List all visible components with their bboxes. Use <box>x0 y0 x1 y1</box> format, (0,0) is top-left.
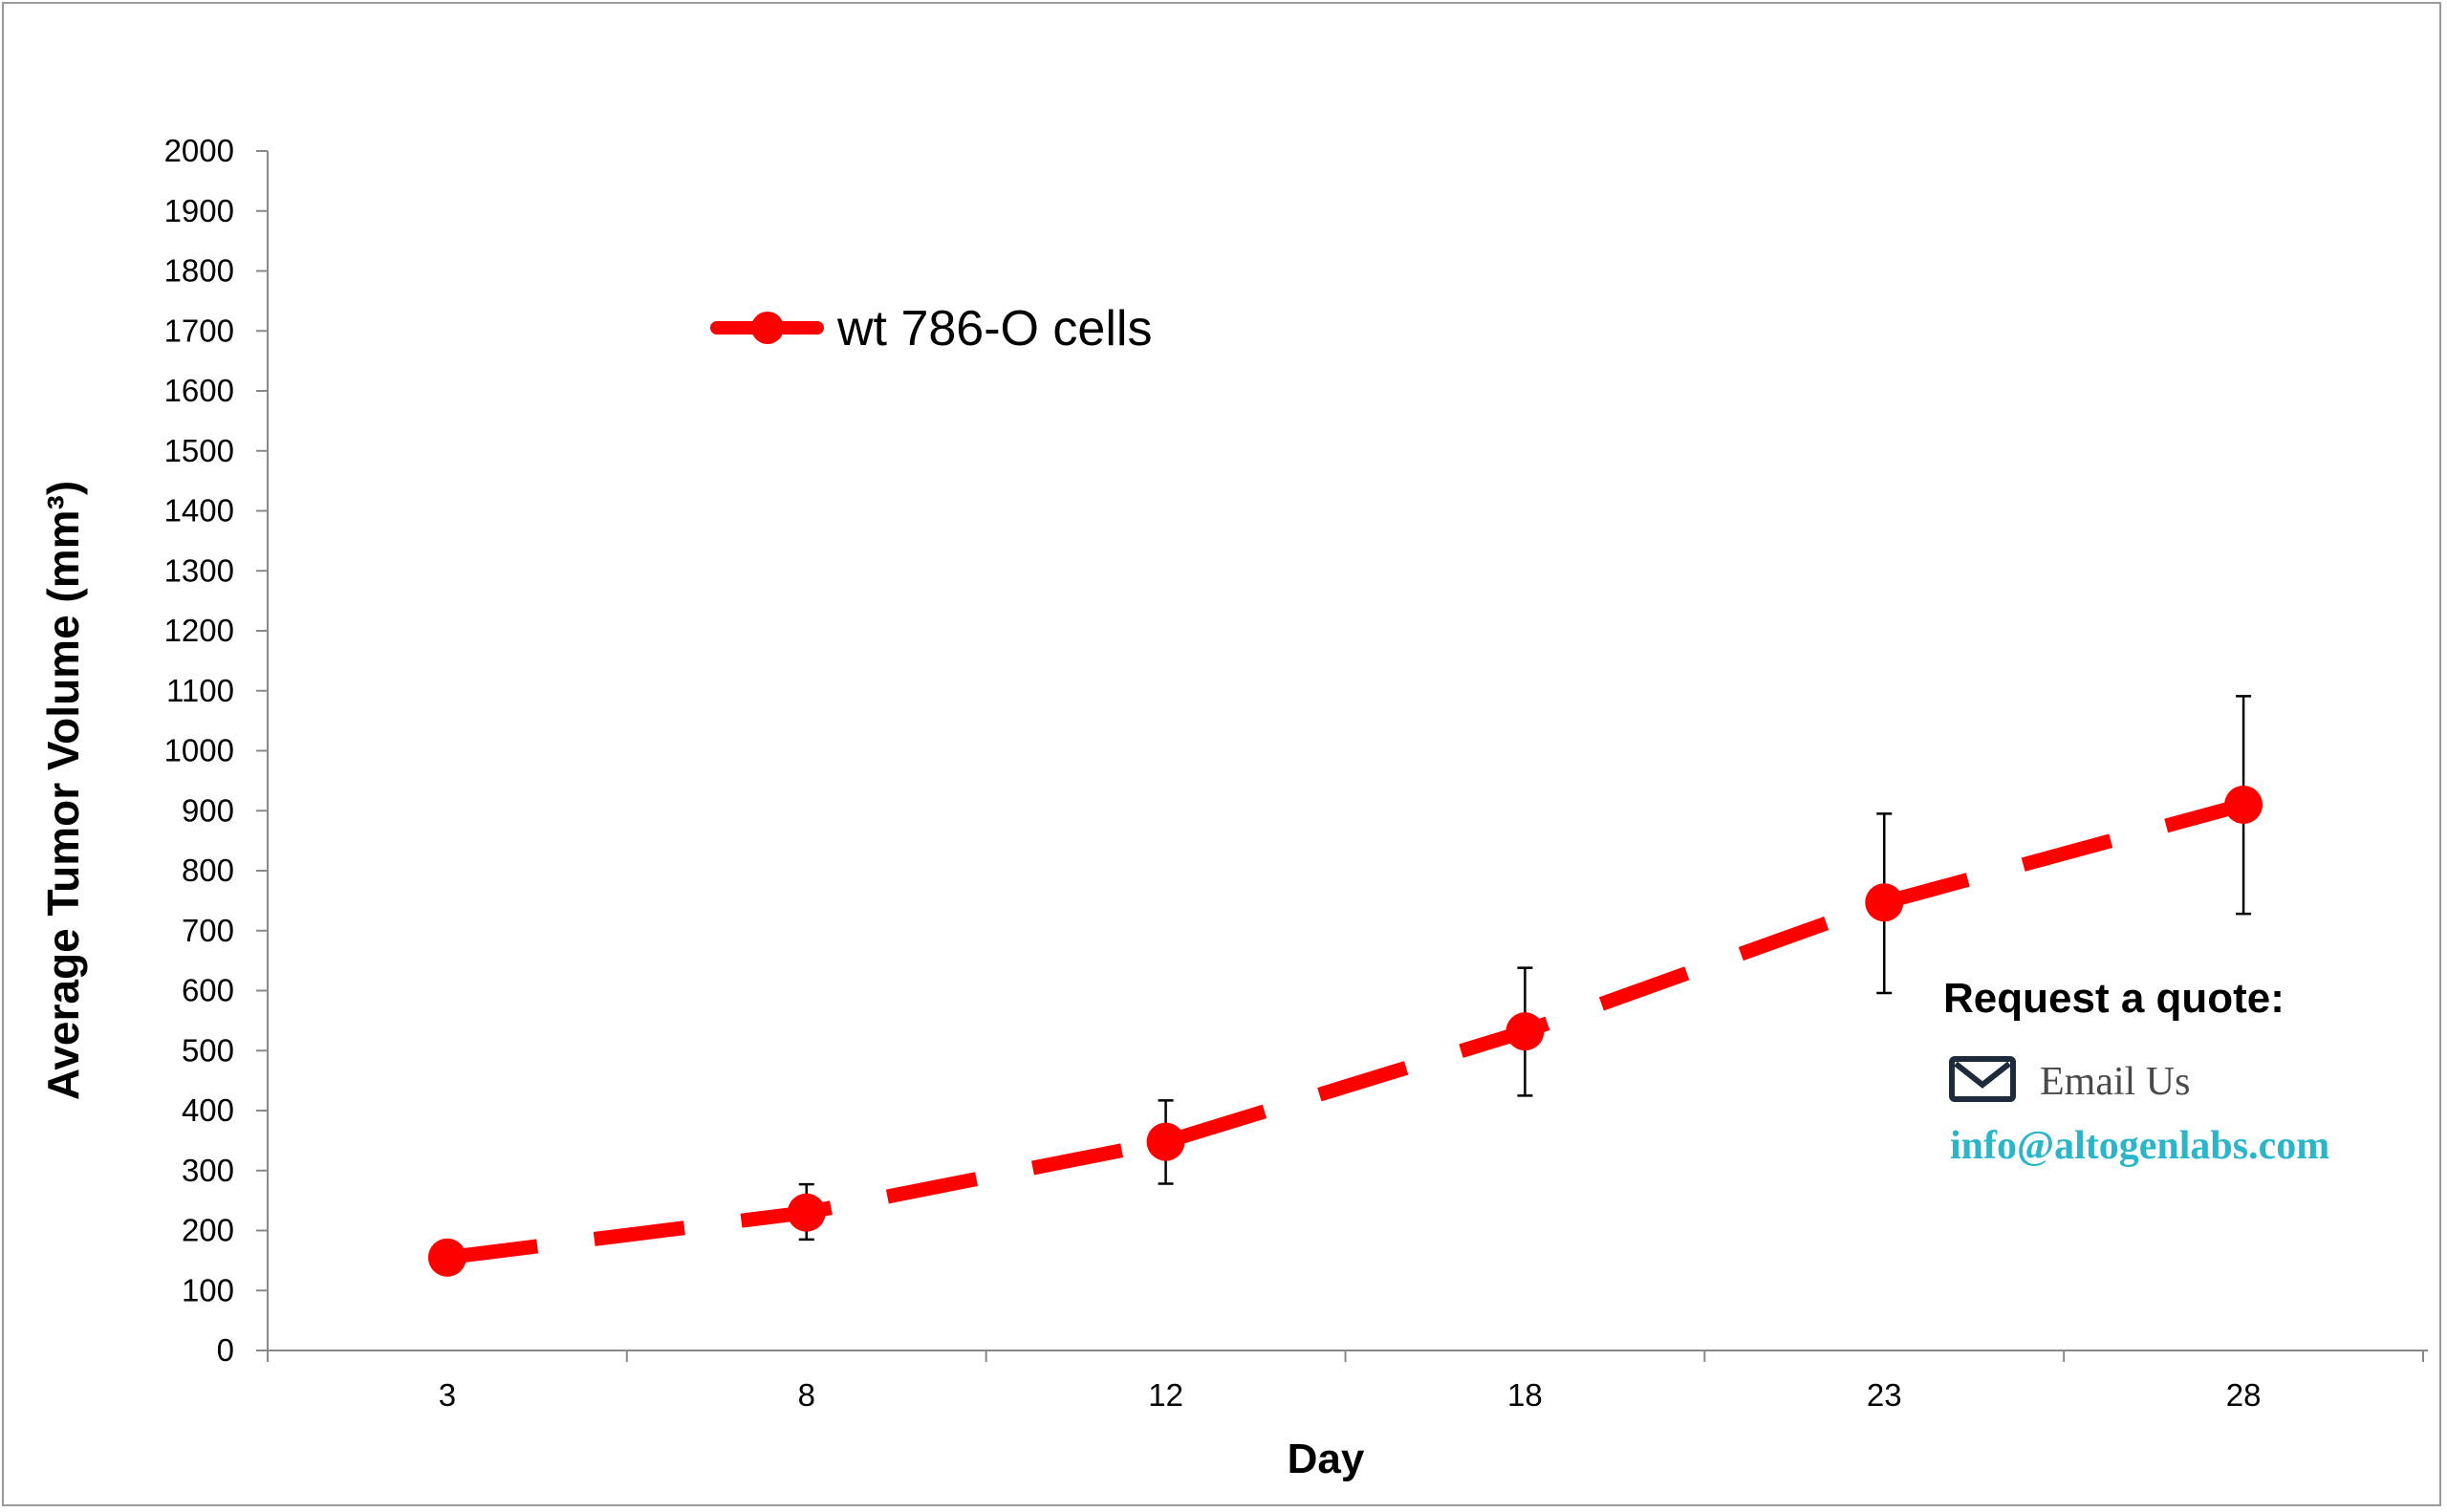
request-quote-block: Request a quote: Email Us info@altogenla… <box>1943 975 2329 1168</box>
y-axis-ticks: 0 100 200 300 400 500 600 700 800 900 1000 1100 1200… <box>164 133 268 1368</box>
y-tick-label: 1100 <box>166 673 234 708</box>
legend-label: wt 786-O cells <box>836 301 1152 356</box>
y-tick-label: 100 <box>182 1272 234 1307</box>
x-tick-label: 18 <box>1507 1377 1543 1413</box>
y-tick-label: 200 <box>182 1213 234 1248</box>
y-tick-label: 500 <box>182 1032 234 1068</box>
axes <box>267 151 2428 1351</box>
series-wt-786-o <box>427 695 2263 1277</box>
x-tick-label: 3 <box>439 1377 456 1413</box>
x-tick-label: 23 <box>1867 1377 1902 1413</box>
legend-marker-swatch <box>751 312 784 344</box>
series-line <box>445 797 2246 1265</box>
y-tick-label: 700 <box>182 913 234 948</box>
data-point <box>1146 1122 1185 1161</box>
y-tick-label: 600 <box>182 973 234 1008</box>
email-us-link[interactable]: Email Us <box>2040 1060 2190 1104</box>
quote-title: Request a quote: <box>1943 975 2285 1022</box>
data-point <box>2224 785 2263 824</box>
legend: wt 786-O cells <box>710 301 1152 356</box>
x-tick-label: 28 <box>2226 1377 2262 1413</box>
y-tick-label: 1900 <box>164 193 234 228</box>
y-tick-label: 1000 <box>164 733 234 768</box>
x-tick-label: 8 <box>798 1377 815 1413</box>
x-tick-label: 12 <box>1148 1377 1183 1413</box>
data-point <box>1865 883 1904 922</box>
y-tick-label: 1200 <box>164 613 234 648</box>
y-tick-label: 1500 <box>164 433 234 468</box>
y-tick-label: 400 <box>182 1092 234 1128</box>
data-point <box>427 1238 466 1277</box>
y-tick-label: 1700 <box>164 313 234 348</box>
data-point <box>787 1193 826 1232</box>
data-point <box>1505 1012 1545 1051</box>
y-tick-label: 300 <box>182 1153 234 1188</box>
x-axis-title: Day <box>1288 1436 1365 1482</box>
y-tick-label: 1800 <box>164 253 234 289</box>
email-address-link[interactable]: info@altogenlabs.com <box>1950 1124 2329 1168</box>
y-axis-title: Average Tumor Volume (mm³) <box>38 481 88 1100</box>
y-tick-label: 800 <box>182 853 234 888</box>
y-tick-label: 1400 <box>164 493 234 529</box>
y-tick-label: 900 <box>182 792 234 828</box>
y-tick-label: 1300 <box>164 552 234 588</box>
y-tick-label: 2000 <box>164 133 234 168</box>
y-tick-label: 0 <box>217 1332 234 1368</box>
x-axis-ticks: 3 8 12 18 23 28 <box>267 1350 2424 1413</box>
envelope-icon <box>1949 1056 2016 1102</box>
y-tick-label: 1600 <box>164 373 234 408</box>
